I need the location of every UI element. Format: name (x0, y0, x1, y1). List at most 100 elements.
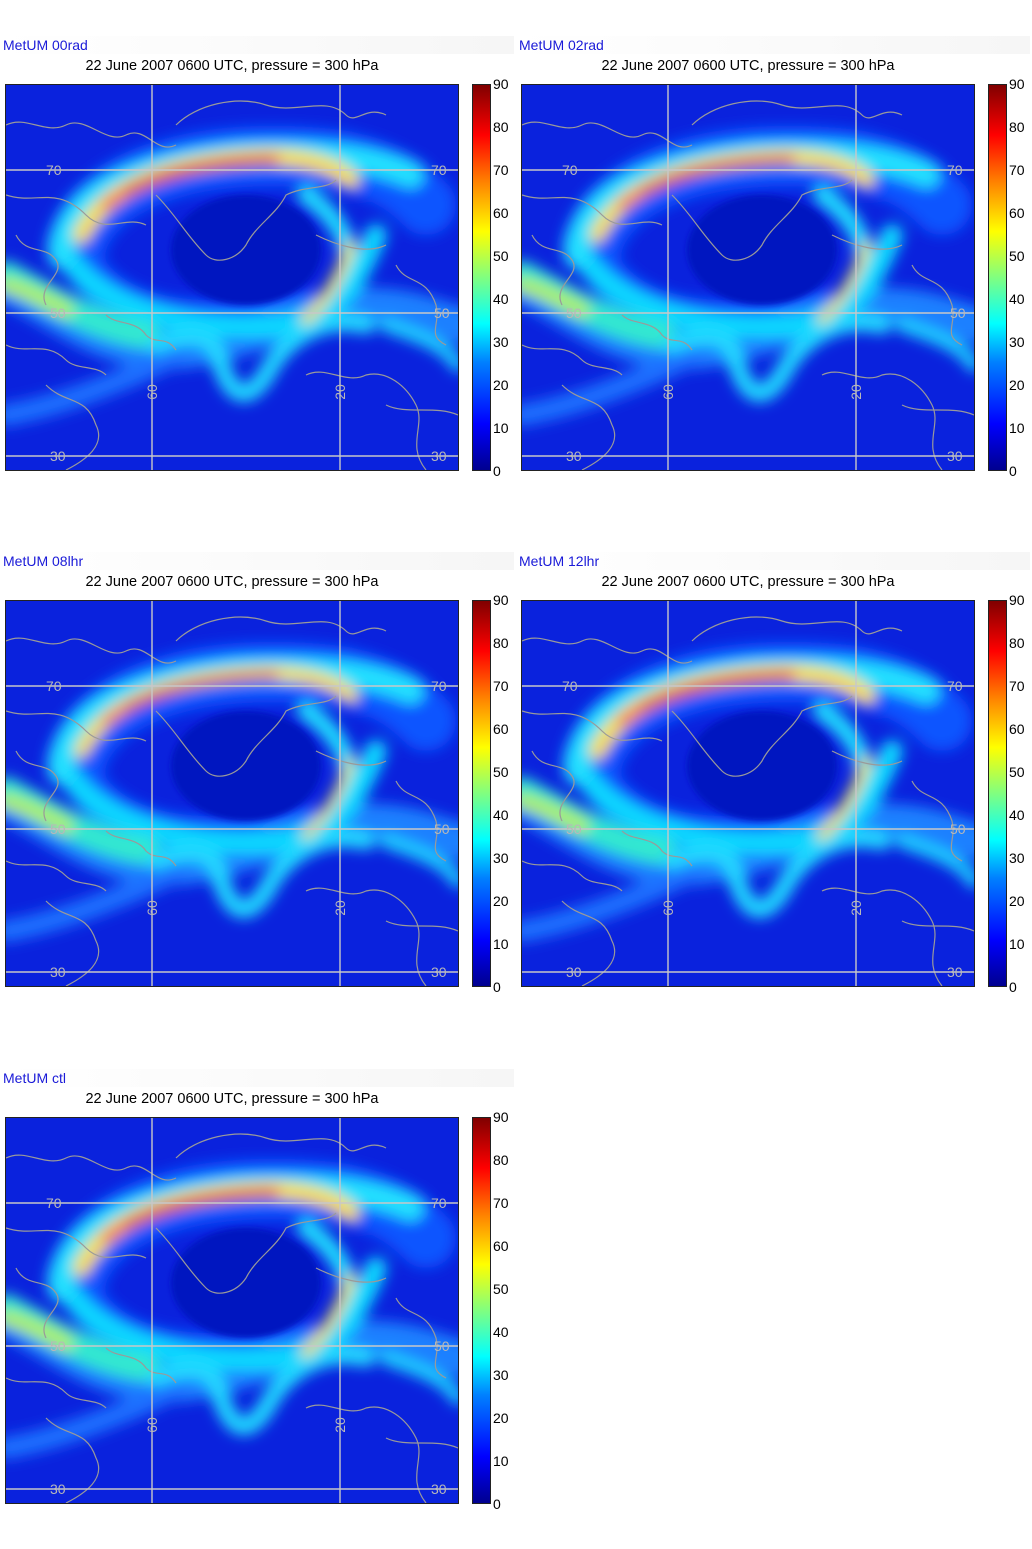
coastline (105, 314, 177, 351)
coastline (522, 194, 663, 226)
jet-wave (379, 834, 458, 888)
coastline (45, 384, 100, 470)
graticule-label: 30 (50, 448, 66, 464)
coastline (531, 750, 575, 822)
graticule-label: 50 (434, 1338, 450, 1354)
graticule-label: 70 (46, 162, 62, 178)
panel-ctl: MetUM ctl 22 June 2007 0600 UTC, pressur… (0, 1033, 516, 1549)
wind-speed-map: 70 50 30 70 50 30 60 20 (5, 600, 459, 987)
jet-ring (297, 702, 358, 800)
graticule-label: 20 (331, 384, 348, 400)
graticule-label: 70 (562, 162, 578, 178)
coastline (45, 1417, 100, 1503)
panel-02rad: MetUM 02rad 22 June 2007 0600 UTC, press… (516, 0, 1032, 516)
jet-wave (895, 318, 974, 372)
graticule-label: 30 (947, 448, 963, 464)
graticule-label: 60 (143, 1417, 160, 1433)
jet-wave (147, 1346, 375, 1436)
coastline (315, 234, 387, 250)
coastline (561, 900, 616, 986)
chart-subtitle: 22 June 2007 0600 UTC, pressure = 300 hP… (601, 58, 895, 74)
coastline (155, 179, 337, 261)
model-bar: MetUM ctl (0, 1069, 514, 1087)
colorbar-tick: 80 (493, 1152, 509, 1168)
colorbar (988, 600, 1007, 987)
jet-ring (55, 740, 387, 854)
coastline (6, 860, 107, 892)
colorbar-tick: 0 (1009, 463, 1017, 479)
colorbar-tick: 60 (1009, 721, 1025, 737)
graticule-label: 70 (947, 678, 963, 694)
graticule-label: 70 (431, 162, 447, 178)
model-bar: MetUM 02rad (516, 36, 1030, 54)
coastline (395, 780, 447, 862)
graticule-label: 50 (950, 305, 966, 321)
colorbar-tick: 60 (1009, 205, 1025, 221)
coastline (621, 314, 693, 351)
jet-core (123, 157, 274, 193)
colorbar-tick: 50 (1009, 248, 1025, 264)
graticule-label: 60 (659, 384, 676, 400)
panel-12lhr: MetUM 12lhr 22 June 2007 0600 UTC, press… (516, 516, 1032, 1032)
coastline (691, 616, 903, 642)
graticule-label: 60 (143, 384, 160, 400)
jet-wave (895, 834, 974, 888)
wind-speed-map: 70 50 30 70 50 30 60 20 (521, 84, 975, 471)
jet-core (639, 157, 790, 193)
graticule-label: 50 (434, 305, 450, 321)
coastline (105, 1347, 177, 1384)
colorbar-tick: 20 (493, 893, 509, 909)
colorbar-tick: 90 (1009, 592, 1025, 608)
coastline (315, 750, 387, 766)
jet-halo (6, 344, 187, 426)
colorbar-tick: 40 (493, 291, 509, 307)
colorbar-tick: 90 (493, 1109, 509, 1125)
graticule-label: 50 (50, 1338, 66, 1354)
model-bar: MetUM 08lhr (0, 552, 514, 570)
jet-ring (571, 740, 903, 854)
colorbar-tick: 80 (1009, 635, 1025, 651)
jet-ring (571, 224, 903, 338)
coastline (6, 344, 107, 376)
coastline (531, 234, 575, 306)
model-label: MetUM 12lhr (519, 553, 600, 569)
graticule-label: 50 (50, 305, 66, 321)
coastline (522, 344, 623, 376)
chart-subtitle: 22 June 2007 0600 UTC, pressure = 300 hP… (85, 574, 379, 590)
coastline (305, 371, 427, 470)
chart-subtitle: 22 June 2007 0600 UTC, pressure = 300 hP… (85, 58, 379, 74)
graticule-label: 50 (434, 821, 450, 837)
colorbar-tick: 20 (493, 377, 509, 393)
coastline (395, 1297, 447, 1379)
coastline (6, 121, 177, 148)
jet-core (6, 1310, 74, 1351)
coastline (385, 1437, 458, 1449)
graticule-label: 50 (950, 821, 966, 837)
colorbar-tick: 80 (493, 635, 509, 651)
coastline (821, 887, 943, 986)
colorbar-tick: 10 (493, 420, 509, 436)
jet-halo (522, 344, 703, 426)
graticule-label: 70 (431, 678, 447, 694)
colorbar-tick: 70 (1009, 162, 1025, 178)
colorbar-tick: 10 (1009, 420, 1025, 436)
coastline (522, 860, 623, 892)
graticule-label: 60 (143, 900, 160, 916)
jet-core (301, 1273, 356, 1358)
model-label: MetUM 00rad (3, 37, 88, 53)
colorbar-tick: 0 (493, 979, 501, 995)
coastline (911, 780, 963, 862)
graticule-label: 30 (947, 964, 963, 980)
wind-speed-map: 70 50 30 70 50 30 60 20 (5, 84, 459, 471)
colorbar-tick: 10 (1009, 936, 1025, 952)
jet-halo (6, 860, 187, 942)
graticule-label: 70 (431, 1195, 447, 1211)
graticule-label: 30 (431, 1481, 447, 1497)
low-speed-core (171, 195, 321, 305)
colorbar (988, 84, 1007, 471)
coastline (671, 695, 853, 777)
graticule-label: 70 (46, 678, 62, 694)
colorbar-tick: 60 (493, 1238, 509, 1254)
jet-wave (147, 829, 375, 919)
colorbar-tick: 40 (1009, 291, 1025, 307)
